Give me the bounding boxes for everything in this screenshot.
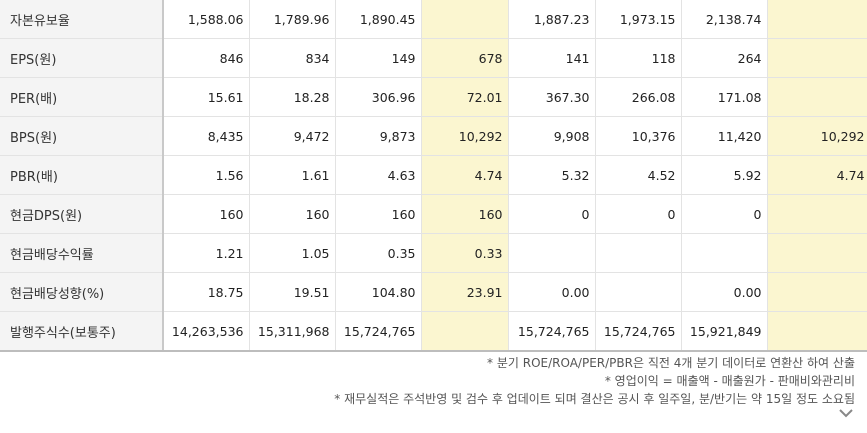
value-cell: 2,138.74: [681, 0, 768, 39]
value-cell: 23.91: [421, 272, 509, 312]
value-cell: 15,724,765: [595, 311, 682, 352]
value-cell: 15,724,765: [508, 311, 596, 352]
value-cell: [767, 311, 867, 352]
value-cell: 171.08: [681, 77, 768, 117]
value-cell: 160: [421, 194, 509, 234]
table-row: EPS(원) 846 834 149 678 141 118 264: [0, 38, 867, 78]
value-cell: 0.35: [335, 233, 422, 273]
value-cell: 5.32: [508, 155, 596, 195]
footnotes: * 분기 ROE/ROA/PER/PBR은 직전 4개 분기 데이터로 연환산 …: [334, 354, 855, 408]
value-cell: 1,887.23: [508, 0, 596, 39]
chevron-down-icon[interactable]: [837, 404, 855, 422]
row-label: BPS(원): [0, 116, 164, 156]
table-row: PER(배) 15.61 18.28 306.96 72.01 367.30 266.08 1…: [0, 77, 867, 117]
value-cell: 1.61: [249, 155, 336, 195]
row-label: PBR(배): [0, 155, 164, 195]
value-cell: [681, 233, 768, 273]
value-cell: 160: [335, 194, 422, 234]
footnote-update-schedule: * 재무실적은 주석반영 및 검수 후 업데이트 되며 결산은 공시 후 일주일…: [334, 392, 855, 406]
value-cell: 1.56: [163, 155, 250, 195]
value-cell: 264: [681, 38, 768, 78]
value-cell: 9,472: [249, 116, 336, 156]
value-cell: 5.92: [681, 155, 768, 195]
value-cell: 678: [421, 38, 509, 78]
value-cell: 1.21: [163, 233, 250, 273]
value-cell: [767, 38, 867, 78]
value-cell: 160: [249, 194, 336, 234]
value-cell: 1,588.06: [163, 0, 250, 39]
value-cell: 18.75: [163, 272, 250, 312]
value-cell: 4.63: [335, 155, 422, 195]
financial-ratio-table: 자본유보율 1,588.06 1,789.96 1,890.45 1,887.23 1,9…: [0, 0, 867, 352]
table-row: BPS(원) 8,435 9,472 9,873 10,292 9,908 10,376 11…: [0, 116, 867, 156]
value-cell: 0.00: [681, 272, 768, 312]
row-label: 발행주식수(보통주): [0, 311, 164, 352]
value-cell: 306.96: [335, 77, 422, 117]
row-label: 현금배당성향(%): [0, 272, 164, 312]
table-row: 발행주식수(보통주) 14,263,536 15,311,968 15,724,765…: [0, 311, 867, 352]
value-cell: 266.08: [595, 77, 682, 117]
value-cell: 11,420: [681, 116, 768, 156]
value-cell: 10,292: [421, 116, 509, 156]
table-row: 현금배당성향(%) 18.75 19.51 104.80 23.91 0.00 0.00: [0, 272, 867, 312]
value-cell: 846: [163, 38, 250, 78]
row-label: EPS(원): [0, 38, 164, 78]
value-cell: 118: [595, 38, 682, 78]
value-cell: 1,890.45: [335, 0, 422, 39]
value-cell: 15.61: [163, 77, 250, 117]
value-cell: 0.00: [508, 272, 596, 312]
value-cell: 141: [508, 38, 596, 78]
value-cell: 4.74: [767, 155, 867, 195]
value-cell: [508, 233, 596, 273]
row-label: 현금배당수익률: [0, 233, 164, 273]
value-cell: [595, 272, 682, 312]
value-cell: [767, 77, 867, 117]
table-row: 현금DPS(원) 160 160 160 160 0 0 0: [0, 194, 867, 234]
value-cell: 15,311,968: [249, 311, 336, 352]
value-cell: [767, 0, 867, 39]
value-cell: 0: [595, 194, 682, 234]
table-row: PBR(배) 1.56 1.61 4.63 4.74 5.32 4.52 5.92 4.74: [0, 155, 867, 195]
value-cell: 0: [508, 194, 596, 234]
row-label: 현금DPS(원): [0, 194, 164, 234]
value-cell: 8,435: [163, 116, 250, 156]
value-cell: 10,376: [595, 116, 682, 156]
value-cell: 149: [335, 38, 422, 78]
value-cell: 4.74: [421, 155, 509, 195]
value-cell: [595, 233, 682, 273]
value-cell: 4.52: [595, 155, 682, 195]
value-cell: 18.28: [249, 77, 336, 117]
value-cell: [767, 233, 867, 273]
value-cell: 834: [249, 38, 336, 78]
value-cell: 72.01: [421, 77, 509, 117]
value-cell: 0.33: [421, 233, 509, 273]
value-cell: [421, 0, 509, 39]
value-cell: 15,921,849: [681, 311, 768, 352]
value-cell: 0: [681, 194, 768, 234]
value-cell: 9,908: [508, 116, 596, 156]
value-cell: 104.80: [335, 272, 422, 312]
value-cell: [767, 194, 867, 234]
table-row: 현금배당수익률 1.21 1.05 0.35 0.33: [0, 233, 867, 273]
row-label: PER(배): [0, 77, 164, 117]
footnote-operating-income: * 영업이익 = 매출액 - 매출원가 - 판매비와관리비: [604, 374, 855, 388]
value-cell: [767, 272, 867, 312]
value-cell: 14,263,536: [163, 311, 250, 352]
value-cell: 1,973.15: [595, 0, 682, 39]
row-label: 자본유보율: [0, 0, 164, 39]
value-cell: 1,789.96: [249, 0, 336, 39]
value-cell: 367.30: [508, 77, 596, 117]
value-cell: 1.05: [249, 233, 336, 273]
value-cell: 10,292: [767, 116, 867, 156]
value-cell: 160: [163, 194, 250, 234]
value-cell: [421, 311, 509, 352]
value-cell: 19.51: [249, 272, 336, 312]
footnote-quarterly: * 분기 ROE/ROA/PER/PBR은 직전 4개 분기 데이터로 연환산 …: [487, 356, 855, 370]
value-cell: 9,873: [335, 116, 422, 156]
table-row: 자본유보율 1,588.06 1,789.96 1,890.45 1,887.23 1,9…: [0, 0, 867, 39]
value-cell: 15,724,765: [335, 311, 422, 352]
